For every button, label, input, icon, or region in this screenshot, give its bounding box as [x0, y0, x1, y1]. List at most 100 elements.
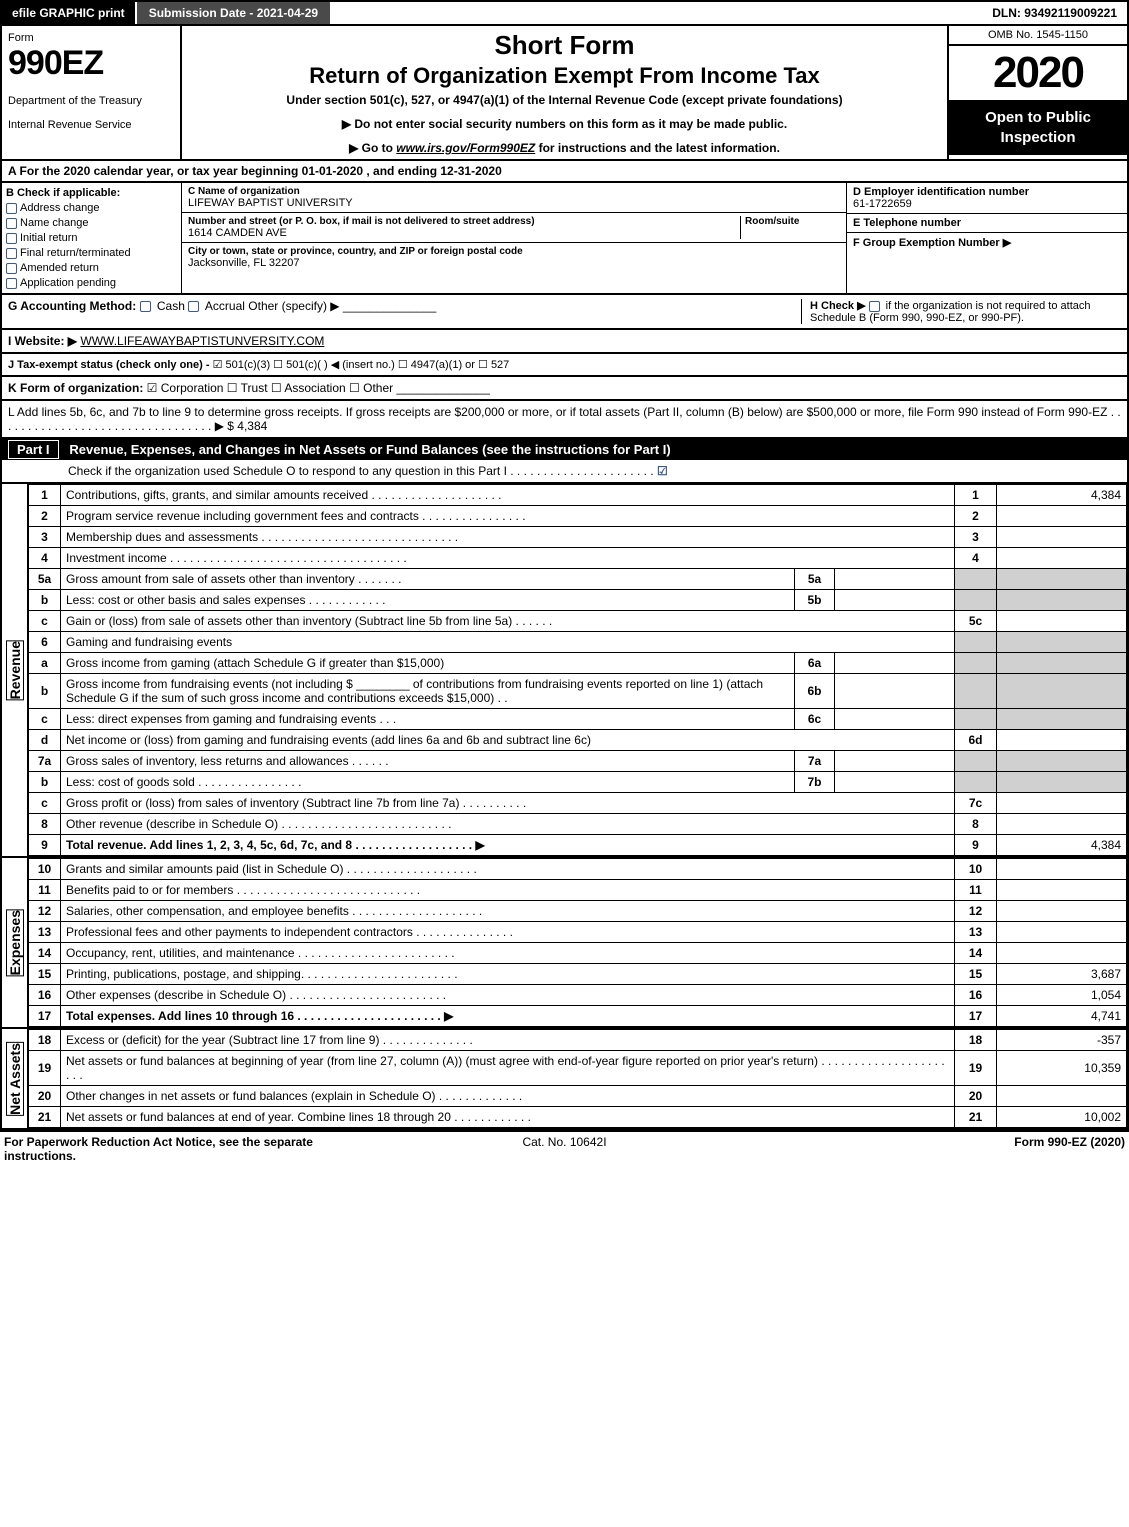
chk-address-change[interactable]: Address change	[6, 202, 177, 214]
net-assets-side-text: Net Assets	[6, 1042, 24, 1116]
form-number: 990EZ	[8, 44, 174, 83]
line-5b-desc: Less: cost or other basis and sales expe…	[61, 590, 795, 611]
line-7c-amt	[997, 793, 1127, 814]
line-g: G Accounting Method: Cash Accrual Other …	[8, 299, 801, 324]
line-l: L Add lines 5b, 6c, and 7b to line 9 to …	[0, 401, 1129, 439]
line-7b-amt	[997, 772, 1127, 793]
box-c-street-row: Number and street (or P. O. box, if mail…	[182, 213, 846, 243]
line-10-ln: 10	[955, 859, 997, 880]
line-6a-sub: 6a	[795, 653, 835, 674]
line-12-desc: Salaries, other compensation, and employ…	[61, 901, 955, 922]
open-public-inspection: Open to Public Inspection	[949, 100, 1127, 155]
line-5c-num: c	[29, 611, 61, 632]
expenses-side-label: Expenses	[2, 858, 28, 1027]
line-5a-sub: 5a	[795, 569, 835, 590]
line-2-ln: 2	[955, 506, 997, 527]
chk-final-return-label: Final return/terminated	[20, 247, 131, 259]
line-8-num: 8	[29, 814, 61, 835]
chk-initial-return[interactable]: Initial return	[6, 232, 177, 244]
revenue-side-label: Revenue	[2, 484, 28, 856]
line-18-ln: 18	[955, 1030, 997, 1051]
form-title-1: Short Form	[190, 30, 939, 61]
line-9-ln: 9	[955, 835, 997, 856]
line-7b-ln	[955, 772, 997, 793]
box-f-row: F Group Exemption Number ▶	[847, 233, 1127, 252]
line-15-ln: 15	[955, 964, 997, 985]
line-6: 6Gaming and fundraising events	[29, 632, 1127, 653]
box-c-room-label: Room/suite	[745, 216, 840, 227]
line-1-amt: 4,384	[997, 485, 1127, 506]
submission-date: Submission Date - 2021-04-29	[137, 2, 330, 24]
chk-address-change-label: Address change	[20, 202, 100, 214]
chk-cash[interactable]	[140, 301, 151, 312]
line-7a-num: 7a	[29, 751, 61, 772]
line-6-desc: Gaming and fundraising events	[61, 632, 955, 653]
line-11-num: 11	[29, 880, 61, 901]
line-21-ln: 21	[955, 1107, 997, 1128]
line-6d-ln: 6d	[955, 730, 997, 751]
line-1: 1Contributions, gifts, grants, and simil…	[29, 485, 1127, 506]
chk-application-pending[interactable]: Application pending	[6, 277, 177, 289]
line-17-desc: Total expenses. Add lines 10 through 16 …	[61, 1006, 955, 1027]
line-7b-desc: Less: cost of goods sold . . . . . . . .…	[61, 772, 795, 793]
section-b-c-d: B Check if applicable: Address change Na…	[0, 183, 1129, 295]
efile-print-button[interactable]: efile GRAPHIC print	[2, 2, 137, 24]
chk-name-change[interactable]: Name change	[6, 217, 177, 229]
line-8-ln: 8	[955, 814, 997, 835]
box-c-street-label: Number and street (or P. O. box, if mail…	[188, 216, 740, 227]
line-4-amt	[997, 548, 1127, 569]
line-6c-desc: Less: direct expenses from gaming and fu…	[61, 709, 795, 730]
line-l-text: L Add lines 5b, 6c, and 7b to line 9 to …	[8, 405, 1121, 433]
line-9-amt: 4,384	[997, 835, 1127, 856]
chk-final-return[interactable]: Final return/terminated	[6, 247, 177, 259]
note-ssn: ▶ Do not enter social security numbers o…	[190, 117, 939, 131]
line-5b: bLess: cost or other basis and sales exp…	[29, 590, 1127, 611]
line-5c: cGain or (loss) from sale of assets othe…	[29, 611, 1127, 632]
website-value[interactable]: WWW.LIFEAWAYBAPTISTUNVERSITY.COM	[80, 334, 324, 348]
line-k-opts: ☑ Corporation ☐ Trust ☐ Association ☐ Ot…	[147, 381, 393, 395]
line-4-num: 4	[29, 548, 61, 569]
line-g-label: G Accounting Method:	[8, 299, 136, 313]
line-5a-amt	[997, 569, 1127, 590]
line-18-num: 18	[29, 1030, 61, 1051]
line-7b-num: b	[29, 772, 61, 793]
net-assets-table: 18Excess or (deficit) for the year (Subt…	[28, 1029, 1127, 1128]
line-6b-subval	[835, 674, 955, 709]
line-7b-subval	[835, 772, 955, 793]
line-5a-num: 5a	[29, 569, 61, 590]
box-f-label: F Group Exemption Number ▶	[853, 236, 1121, 249]
line-3: 3Membership dues and assessments . . . .…	[29, 527, 1127, 548]
line-6a-ln	[955, 653, 997, 674]
header-center: Short Form Return of Organization Exempt…	[182, 26, 947, 159]
chk-other-label: Other (specify) ▶	[248, 299, 339, 313]
dln-label: DLN: 93492119009221	[982, 2, 1127, 24]
line-6-num: 6	[29, 632, 61, 653]
line-4-ln: 4	[955, 548, 997, 569]
line-16-amt: 1,054	[997, 985, 1127, 1006]
chk-accrual[interactable]	[188, 301, 199, 312]
line-7a-subval	[835, 751, 955, 772]
tax-year-big: 2020	[949, 46, 1127, 100]
revenue-side-text: Revenue	[6, 640, 24, 700]
ein-value: 61-1722659	[853, 198, 1121, 210]
line-6c-sub: 6c	[795, 709, 835, 730]
line-2: 2Program service revenue including gover…	[29, 506, 1127, 527]
line-5b-ln	[955, 590, 997, 611]
line-5c-desc: Gain or (loss) from sale of assets other…	[61, 611, 955, 632]
line-21-amt: 10,002	[997, 1107, 1127, 1128]
line-18-desc: Excess or (deficit) for the year (Subtra…	[61, 1030, 955, 1051]
chk-amended-return[interactable]: Amended return	[6, 262, 177, 274]
irs-link[interactable]: www.irs.gov/Form990EZ	[396, 141, 535, 155]
line-6c-ln	[955, 709, 997, 730]
part-1-checkbox[interactable]: ☑	[657, 464, 668, 478]
line-7a: 7aGross sales of inventory, less returns…	[29, 751, 1127, 772]
chk-h[interactable]	[869, 301, 880, 312]
line-5b-amt	[997, 590, 1127, 611]
box-e-row: E Telephone number	[847, 214, 1127, 233]
line-6-amt	[997, 632, 1127, 653]
chk-cash-label: Cash	[157, 299, 185, 313]
form-header: Form 990EZ Department of the Treasury In…	[0, 26, 1129, 161]
net-assets-side-label: Net Assets	[2, 1029, 28, 1128]
line-h: H Check ▶ if the organization is not req…	[801, 299, 1121, 324]
expenses-table: 10Grants and similar amounts paid (list …	[28, 858, 1127, 1027]
